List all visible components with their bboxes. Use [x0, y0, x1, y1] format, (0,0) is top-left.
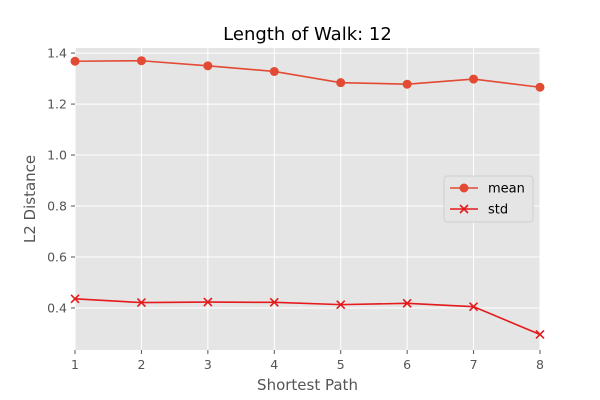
data-point-std	[336, 300, 346, 310]
y-tick-label: 0.4	[47, 300, 67, 315]
x-axis-ticks: 1 2 3 4 5 6 7 8	[71, 350, 544, 372]
y-tick-label: 1.2	[47, 97, 67, 112]
series-line-mean	[74, 59, 541, 89]
y-tick-label: 1.4	[47, 46, 67, 61]
x-tick-label: 4	[270, 357, 278, 372]
data-point-mean	[136, 56, 146, 66]
legend-label-mean: mean	[488, 182, 525, 197]
x-tick-label: 7	[470, 357, 478, 372]
data-point-mean	[535, 82, 545, 92]
series-line-std	[74, 297, 541, 336]
data-point-std	[402, 298, 412, 308]
y-tick-label: 0.8	[47, 199, 67, 214]
y-axis-ticks: 0.4 0.6 0.8 1.0 1.2 1.4	[47, 46, 75, 315]
data-point-std	[203, 297, 213, 307]
y-tick-label: 1.0	[47, 148, 67, 163]
x-tick-label: 1	[71, 357, 79, 372]
data-point-std	[70, 294, 80, 304]
x-tick-label: 6	[403, 357, 411, 372]
y-tick-label: 0.6	[47, 249, 67, 264]
data-point-mean	[269, 66, 279, 76]
data-point-mean	[70, 56, 80, 66]
data-point-mean	[203, 61, 213, 71]
data-point-std	[136, 298, 146, 308]
legend: mean std	[443, 175, 534, 223]
legend-marker-std	[459, 204, 469, 214]
data-point-mean	[336, 78, 346, 88]
legend-marker-mean	[459, 183, 469, 193]
x-tick-label: 2	[137, 357, 145, 372]
x-tick-label: 8	[536, 357, 544, 372]
x-tick-label: 3	[204, 357, 212, 372]
data-point-std	[535, 329, 545, 340]
chart-title: Length of Walk: 12	[223, 24, 392, 45]
y-axis-label: L2 Distance	[21, 155, 39, 243]
legend-label-std: std	[488, 203, 508, 218]
x-tick-label: 5	[337, 357, 345, 372]
data-point-std	[269, 297, 279, 307]
data-point-mean	[402, 79, 412, 89]
series-layer	[70, 56, 545, 340]
x-axis-label: Shortest Path	[257, 376, 358, 394]
data-point-mean	[469, 74, 479, 84]
data-point-std	[469, 302, 479, 312]
